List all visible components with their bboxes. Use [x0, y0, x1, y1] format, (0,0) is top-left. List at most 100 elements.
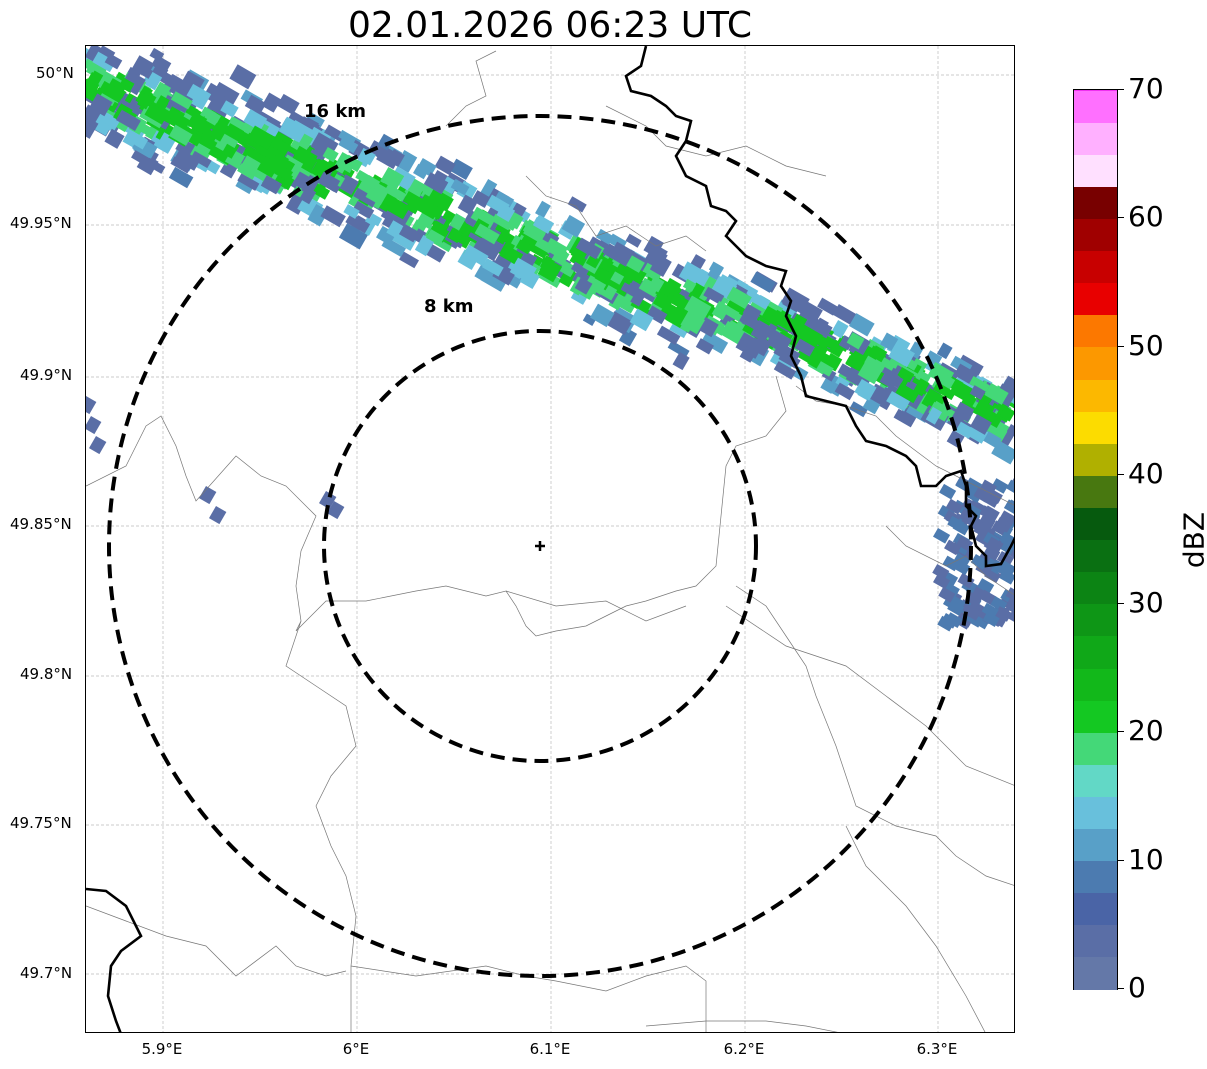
echo-cell [203, 109, 222, 126]
echo-cell [648, 275, 665, 293]
echo-cell [322, 147, 339, 163]
echo-cell [620, 262, 647, 285]
colorbar-tick-mark [1118, 217, 1124, 219]
echo-cell [343, 204, 360, 219]
colorbar-tick-mark [1118, 89, 1124, 90]
colorbar-segment [1074, 154, 1117, 187]
lat-label: 49.9°N [20, 366, 73, 384]
echo-cell [261, 92, 282, 113]
colorbar-segment [1074, 346, 1117, 380]
echo-cell [897, 367, 915, 383]
echo-cell [682, 278, 697, 292]
echo-cell [434, 155, 456, 176]
echo-cell [652, 291, 674, 312]
range-ring-8km [322, 329, 758, 763]
echo-cell [977, 578, 995, 594]
colorbar-segment [1074, 539, 1117, 573]
echo-cell [958, 508, 977, 525]
echo-cell [292, 145, 318, 169]
echo-cell [353, 187, 378, 208]
echo-cell [944, 539, 962, 556]
colorbar-segment [1074, 122, 1117, 155]
echo-cell [991, 440, 1014, 465]
echo-cell [979, 505, 997, 521]
echo-cell [748, 298, 768, 316]
echo-cell [170, 91, 193, 110]
colorbar [1073, 89, 1118, 990]
echo-cell [933, 527, 951, 544]
echo-cell [945, 612, 963, 628]
echo-cell [834, 382, 855, 401]
echo-cell [953, 559, 971, 576]
echo-cell [1006, 479, 1014, 496]
echo-cell [423, 172, 449, 195]
echo-cell [735, 332, 765, 359]
colorbar-tick-mark [1118, 731, 1124, 733]
echo-cell [220, 100, 239, 118]
colorbar-segment [1074, 892, 1117, 926]
echo-cell [816, 361, 834, 377]
lat-label: 49.7°N [20, 964, 73, 982]
echo-cell [104, 53, 123, 70]
echo-cell [98, 80, 125, 103]
colorbar-tick-mark [1118, 602, 1124, 604]
echo-cell [398, 223, 420, 243]
echo-cell [1005, 597, 1014, 613]
echo-cell [811, 318, 833, 339]
echo-cell [982, 611, 1000, 628]
echo-cell [425, 201, 445, 220]
echo-cell [939, 483, 957, 500]
echo-cell [199, 486, 217, 505]
echo-cell [276, 93, 300, 115]
lon-label: 6.2°E [723, 1040, 765, 1058]
colorbar-segment [1074, 635, 1117, 669]
echo-cell [773, 361, 797, 380]
echo-cell [925, 350, 943, 366]
echo-cell [1005, 587, 1014, 603]
echo-cell [947, 515, 965, 532]
echo-cell [355, 169, 381, 190]
ring-label-16km: 16 km [304, 101, 367, 122]
echo-cell [678, 261, 706, 287]
colorbar-segment [1074, 186, 1117, 220]
echo-cell [700, 330, 729, 355]
echo-cell [978, 514, 996, 530]
echo-cell [994, 606, 1012, 622]
echo-cell [493, 227, 510, 245]
echo-cell [1006, 423, 1014, 439]
echo-cell [184, 83, 212, 110]
echo-cell [144, 103, 169, 125]
echo-cell [983, 545, 1001, 561]
echo-cell [707, 262, 725, 281]
echo-cell [895, 382, 920, 404]
echo-cell [186, 111, 208, 133]
echo-cell [582, 313, 597, 326]
echo-cell [131, 55, 157, 79]
colorbar-segment [1074, 411, 1117, 444]
echo-cell [118, 77, 135, 93]
echo-cell [817, 297, 839, 316]
echo-cell [638, 277, 662, 298]
echo-cell [137, 92, 153, 110]
echo-cell [969, 376, 990, 394]
echo-cell [86, 416, 102, 435]
radar-map[interactable]: 16 km 8 km [85, 45, 1015, 1033]
echo-cell [509, 257, 537, 283]
echo-cell [781, 287, 810, 314]
echo-cell [1007, 609, 1014, 626]
echo-cell [937, 615, 955, 632]
echo-cell [996, 561, 1014, 578]
echo-cell [168, 124, 193, 146]
echo-cell [832, 304, 859, 326]
echo-cell [680, 310, 705, 335]
echo-cell [862, 397, 881, 415]
echo-cell [857, 360, 883, 385]
echo-cell [703, 286, 725, 305]
echo-cell [835, 375, 851, 389]
echo-cell [95, 109, 121, 133]
echo-cell [86, 58, 107, 78]
echo-cell [999, 510, 1014, 527]
echo-cell [1001, 375, 1014, 399]
echo-cell [215, 83, 232, 99]
lat-label: 49.85°N [10, 515, 72, 533]
